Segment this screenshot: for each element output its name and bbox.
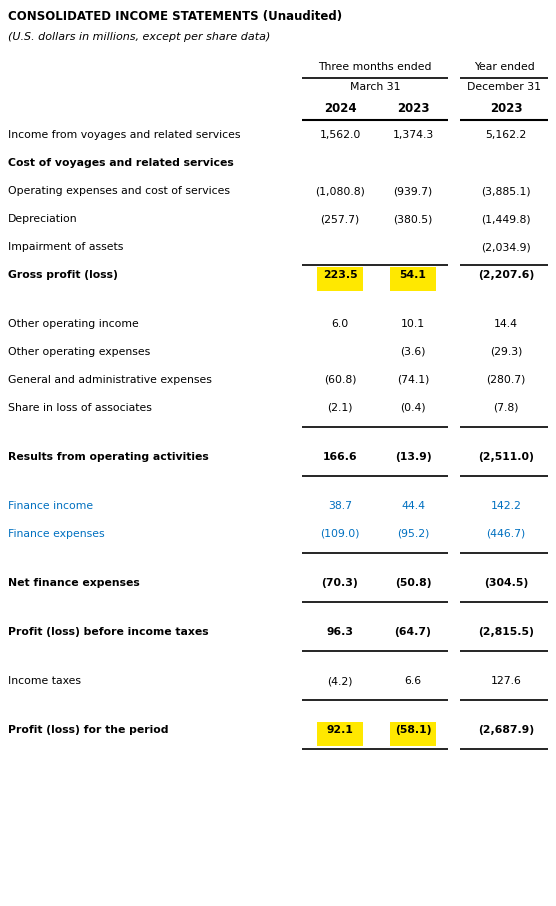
Text: 96.3: 96.3 (326, 627, 354, 637)
Text: Impairment of assets: Impairment of assets (8, 242, 123, 252)
Text: 5,162.2: 5,162.2 (485, 130, 527, 140)
Text: (0.4): (0.4) (400, 403, 426, 413)
Text: 54.1: 54.1 (400, 270, 426, 280)
Text: 2023: 2023 (490, 102, 522, 115)
Text: (2,511.0): (2,511.0) (478, 452, 534, 462)
Text: CONSOLIDATED INCOME STATEMENTS (Unaudited): CONSOLIDATED INCOME STATEMENTS (Unaudite… (8, 10, 342, 23)
Text: (60.8): (60.8) (324, 375, 356, 385)
Bar (317, 267, 363, 291)
Text: Results from operating activities: Results from operating activities (8, 452, 208, 462)
Text: Three months ended: Three months ended (318, 62, 432, 72)
Text: 14.4: 14.4 (494, 319, 518, 329)
Text: (446.7): (446.7) (486, 529, 525, 539)
Text: (7.8): (7.8) (493, 403, 519, 413)
Text: 142.2: 142.2 (490, 501, 522, 511)
Text: 1,562.0: 1,562.0 (319, 130, 361, 140)
Text: 2023: 2023 (397, 102, 429, 115)
Text: (74.1): (74.1) (397, 375, 429, 385)
Text: (939.7): (939.7) (394, 186, 433, 196)
Text: (2,034.9): (2,034.9) (481, 242, 531, 252)
Text: (2.1): (2.1) (327, 403, 353, 413)
Text: Share in loss of associates: Share in loss of associates (8, 403, 152, 413)
Text: (2,207.6): (2,207.6) (478, 270, 534, 280)
Text: (70.3): (70.3) (321, 578, 359, 588)
Text: Finance income: Finance income (8, 501, 93, 511)
Text: (257.7): (257.7) (320, 214, 360, 224)
Text: (1,080.8): (1,080.8) (315, 186, 365, 196)
Text: (380.5): (380.5) (393, 214, 433, 224)
Text: (4.2): (4.2) (327, 676, 353, 686)
Text: (1,449.8): (1,449.8) (481, 214, 531, 224)
Text: Cost of voyages and related services: Cost of voyages and related services (8, 158, 234, 168)
Text: (3,885.1): (3,885.1) (481, 186, 531, 196)
Text: (95.2): (95.2) (397, 529, 429, 539)
Text: 2024: 2024 (324, 102, 356, 115)
Text: Year ended: Year ended (474, 62, 534, 72)
Text: March 31: March 31 (350, 82, 400, 92)
Text: General and administrative expenses: General and administrative expenses (8, 375, 212, 385)
Text: Income taxes: Income taxes (8, 676, 81, 686)
Text: Profit (loss) before income taxes: Profit (loss) before income taxes (8, 627, 208, 637)
Text: (2,815.5): (2,815.5) (478, 627, 534, 637)
Text: Income from voyages and related services: Income from voyages and related services (8, 130, 241, 140)
Text: 166.6: 166.6 (322, 452, 358, 462)
Text: Other operating expenses: Other operating expenses (8, 347, 150, 357)
Text: (109.0): (109.0) (320, 529, 360, 539)
Text: Depreciation: Depreciation (8, 214, 78, 224)
Text: 127.6: 127.6 (490, 676, 522, 686)
Text: (50.8): (50.8) (395, 578, 431, 588)
Text: 1,374.3: 1,374.3 (393, 130, 434, 140)
Text: 10.1: 10.1 (401, 319, 425, 329)
Text: (13.9): (13.9) (395, 452, 431, 462)
Text: (29.3): (29.3) (490, 347, 522, 357)
Text: Net finance expenses: Net finance expenses (8, 578, 140, 588)
Text: Operating expenses and cost of services: Operating expenses and cost of services (8, 186, 230, 196)
Text: Gross profit (loss): Gross profit (loss) (8, 270, 118, 280)
Text: (2,687.9): (2,687.9) (478, 725, 534, 735)
Text: Other operating income: Other operating income (8, 319, 139, 329)
Text: (3.6): (3.6) (400, 347, 426, 357)
Text: 44.4: 44.4 (401, 501, 425, 511)
Text: Finance expenses: Finance expenses (8, 529, 105, 539)
Bar (390, 267, 436, 291)
Text: 6.0: 6.0 (331, 319, 349, 329)
Text: 92.1: 92.1 (326, 725, 354, 735)
Text: 6.6: 6.6 (404, 676, 421, 686)
Text: December 31: December 31 (467, 82, 541, 92)
Text: (64.7): (64.7) (395, 627, 431, 637)
Text: Profit (loss) for the period: Profit (loss) for the period (8, 725, 168, 735)
Text: (304.5): (304.5) (484, 578, 528, 588)
Text: (58.1): (58.1) (395, 725, 431, 735)
Text: 223.5: 223.5 (322, 270, 358, 280)
Bar (317, 722, 363, 746)
Text: (280.7): (280.7) (486, 375, 525, 385)
Text: (U.S. dollars in millions, except per share data): (U.S. dollars in millions, except per sh… (8, 32, 270, 42)
Bar (390, 722, 436, 746)
Text: 38.7: 38.7 (328, 501, 352, 511)
